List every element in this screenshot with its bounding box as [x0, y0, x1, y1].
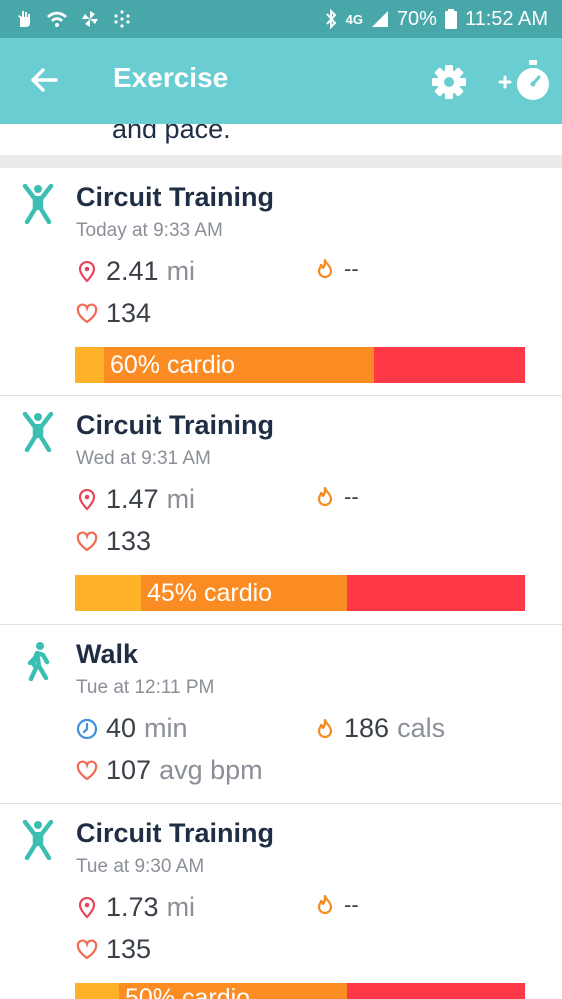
activity-time: Tue at 9:30 AM: [76, 856, 205, 877]
calories-stat: --: [314, 892, 359, 918]
clock-icon: [76, 718, 98, 739]
heart-icon: [76, 939, 98, 959]
heart-rate-unit: avg bpm: [159, 755, 263, 785]
activity-name: Circuit Training: [76, 818, 275, 848]
heart-icon: [76, 760, 98, 780]
hand-icon: [18, 11, 30, 27]
zone-peak: [374, 347, 525, 383]
calories-stat: --: [314, 256, 359, 282]
circuit-training-icon: [22, 184, 54, 224]
gear-icon: [432, 65, 466, 99]
circuit-training-icon: [22, 412, 54, 452]
section-divider: [0, 155, 562, 168]
add-stopwatch-icon: [498, 60, 549, 100]
system-status: 4G 70% 11:52 AM: [324, 8, 548, 31]
settings-button[interactable]: [430, 63, 468, 101]
heart-rate-stat: 134: [76, 298, 151, 329]
calories-stat: 186 cals: [314, 713, 445, 744]
zone-peak: [347, 575, 525, 611]
zone-fat-burn: [75, 983, 119, 999]
location-pin-icon: [78, 488, 96, 511]
calories-value: --: [344, 484, 359, 509]
heart-rate-value: 107: [106, 755, 152, 785]
cardio-label: 45% cardio: [147, 578, 273, 607]
zone-cardio: 60% cardio: [104, 347, 374, 383]
page-title: Exercise: [113, 62, 229, 93]
duration-value: 40: [106, 713, 137, 743]
location-pin-icon: [78, 260, 96, 283]
calories-value: 186: [344, 713, 390, 743]
clock: 11:52 AM: [464, 7, 548, 30]
flame-icon: [317, 258, 333, 279]
activity-card[interactable]: Walk Tue at 12:11 PM 40 min 186 cals 107…: [0, 625, 562, 804]
activity-name: Circuit Training: [76, 182, 275, 212]
zone-peak: [347, 983, 525, 999]
activity-time: Today at 9:33 AM: [76, 220, 223, 241]
zone-cardio: 50% cardio: [119, 983, 347, 999]
calories-value: --: [344, 892, 359, 917]
heart-icon: [76, 531, 98, 551]
flame-icon: [317, 894, 333, 915]
circuit-training-icon: [22, 820, 54, 860]
distance-unit: mi: [166, 256, 196, 286]
activity-card[interactable]: Circuit Training Tue at 9:30 AM 1.73 mi …: [0, 804, 562, 999]
activity-time: Tue at 12:11 PM: [76, 677, 215, 698]
partial-description: and pace.: [0, 124, 562, 155]
heart-zone-bar: 45% cardio: [75, 575, 525, 611]
notification-icons: [14, 9, 132, 29]
duration-unit: min: [144, 713, 188, 743]
activity-name: Walk: [76, 639, 139, 669]
location-pin-icon: [78, 896, 96, 919]
walk-icon: [27, 642, 50, 681]
activity-name: Circuit Training: [76, 410, 275, 440]
distance-value: 1.47: [106, 484, 159, 514]
duration-stat: 40 min: [76, 713, 188, 744]
battery-icon: [444, 9, 457, 29]
app-bar: Exercise: [0, 38, 562, 124]
flame-icon: [317, 486, 333, 507]
distance-stat: 1.73 mi: [76, 892, 195, 923]
dots-grid-icon: [114, 10, 130, 28]
zone-fat-burn: [75, 347, 104, 383]
distance-value: 2.41: [106, 256, 159, 286]
distance-stat: 2.41 mi: [76, 256, 195, 287]
battery-percent: 70%: [396, 7, 437, 30]
heart-rate-value: 133: [106, 526, 152, 556]
calories-value: --: [344, 256, 359, 281]
arrow-left-icon: [31, 68, 58, 92]
distance-stat: 1.47 mi: [76, 484, 195, 515]
heart-zone-bar: 50% cardio: [75, 983, 525, 999]
activity-card[interactable]: Circuit Training Today at 9:33 AM 2.41 m…: [0, 168, 562, 396]
partial-description-text: and pace.: [112, 124, 231, 144]
cardio-label: 60% cardio: [110, 350, 236, 379]
wifi-call-icon: [47, 11, 67, 27]
heart-zone-bar: 60% cardio: [75, 347, 525, 383]
pinwheel-icon: [82, 11, 98, 27]
heart-rate-stat: 107 avg bpm: [76, 755, 263, 786]
activity-time: Wed at 9:31 AM: [76, 448, 211, 469]
distance-unit: mi: [166, 484, 196, 514]
cardio-label: 50% cardio: [125, 984, 251, 999]
heart-rate-value: 135: [106, 934, 152, 964]
activity-card[interactable]: Circuit Training Wed at 9:31 AM 1.47 mi …: [0, 396, 562, 625]
heart-rate-value: 134: [106, 298, 152, 328]
flame-icon: [317, 718, 333, 738]
back-button[interactable]: [26, 62, 62, 98]
heart-rate-stat: 133: [76, 526, 151, 557]
signal-icon: [371, 11, 388, 27]
distance-value: 1.73: [106, 892, 159, 922]
bluetooth-icon: [325, 9, 336, 29]
heart-rate-stat: 135: [76, 934, 151, 965]
calories-stat: --: [314, 484, 359, 510]
start-exercise-button[interactable]: [498, 56, 552, 106]
calories-unit: cals: [397, 713, 446, 743]
zone-fat-burn: [75, 575, 141, 611]
status-bar: 4G 70% 11:52 AM: [0, 0, 562, 38]
distance-unit: mi: [166, 892, 196, 922]
network-type: 4G: [345, 11, 363, 27]
heart-icon: [76, 303, 98, 323]
zone-cardio: 45% cardio: [141, 575, 347, 611]
